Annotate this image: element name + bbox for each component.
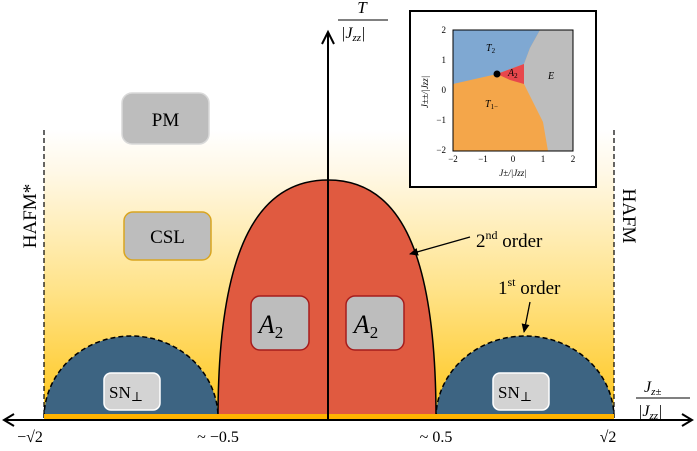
inset-y-tick: −2	[436, 145, 446, 155]
inset-x-tick: 2	[571, 154, 576, 164]
first-order-label: 1st order	[498, 275, 561, 299]
y-axis-label-bottom: |Jzz|	[341, 25, 365, 44]
sn-left-boundary	[43, 335, 219, 419]
inset-region-a2	[497, 64, 524, 84]
pm-box	[121, 92, 210, 145]
sn-right-box	[492, 372, 550, 411]
x-axis-label-bottom: |Jzz|	[638, 403, 662, 422]
sn-left-box	[103, 372, 161, 411]
tick-plus-half: ~ 0.5	[420, 429, 453, 446]
y-axis-label-top: T	[357, 0, 368, 17]
inset-phase-diagram: T2 A2 T1− E −2 −1 0 1 2 2 1 0 −1 −2 J±/|…	[409, 10, 597, 188]
a2-left-label: A2	[257, 310, 283, 342]
a2-right-box	[345, 295, 405, 351]
inset-x-tick: 0	[511, 154, 516, 164]
x-axis-right-arrow	[681, 413, 694, 427]
inset-y-tick: 1	[442, 55, 447, 65]
inset-x-ticks: −2 −1 0 1 2	[448, 154, 575, 164]
inset-y-tick: 0	[442, 85, 447, 95]
inset-y-ticks: 2 1 0 −1 −2	[436, 25, 446, 155]
inset-label-t2: T2	[486, 43, 496, 55]
inset-x-label: J±/|Jzz|	[499, 168, 526, 178]
inset-label-e: E	[547, 71, 554, 82]
inset-x-tick: −1	[478, 154, 488, 164]
hafm-left-label: HAFM*	[20, 184, 41, 248]
second-order-arrow	[409, 236, 471, 256]
tick-minus-sqrt2: −√2	[17, 429, 43, 446]
tick-minus-half: ~ −0.5	[197, 429, 239, 446]
inset-axes-box	[452, 29, 574, 152]
inset-x-tick: −2	[448, 154, 458, 164]
inset-label-a2: A2	[507, 68, 518, 80]
a2-left-box	[250, 295, 310, 351]
inset-region-e	[524, 30, 573, 151]
sn-left-label: SN⊥	[109, 383, 143, 404]
inset-x-tick: 1	[541, 154, 546, 164]
tick-sqrt2: √2	[600, 429, 617, 446]
y-axis-arrow	[321, 29, 335, 45]
inset-y-tick: 2	[442, 25, 447, 35]
hafm-right-label: HAFM	[618, 189, 639, 244]
csl-label: CSL	[150, 227, 185, 248]
sn-right-label: SN⊥	[498, 383, 532, 404]
csl-box	[123, 211, 212, 261]
inset-region-t2	[453, 30, 540, 84]
inset-label-t1: T1−	[485, 99, 498, 111]
a2-right-label: A2	[352, 310, 378, 342]
x-axis-left-arrow	[2, 413, 15, 427]
inset-y-tick: −1	[436, 115, 446, 125]
second-order-label: 2nd order	[476, 228, 543, 252]
inset-critical-point	[493, 70, 501, 78]
x-axis-label-top: Jz±	[644, 379, 661, 398]
inset-y-label: J±±/|Jzz|	[420, 76, 430, 108]
first-order-arrow	[521, 301, 531, 333]
pm-label: PM	[152, 110, 180, 131]
